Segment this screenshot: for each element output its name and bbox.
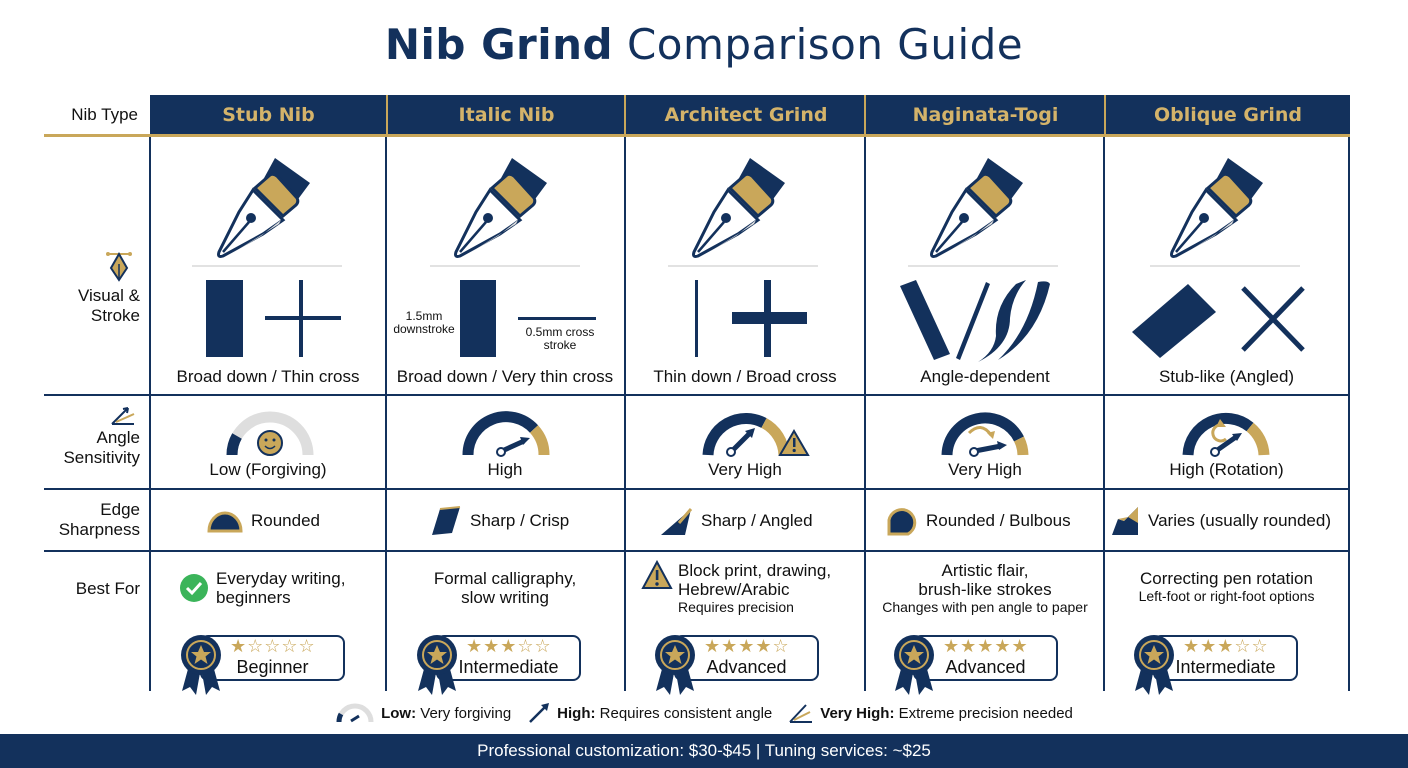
level-badge-naginata: ★★★★★ Advanced	[891, 633, 1061, 695]
level-label: Beginner	[236, 657, 309, 677]
level-badge-architect: ★★★★☆ Advanced	[652, 633, 822, 695]
italic-nib-pen-icon	[454, 156, 549, 258]
row-label-edge: Edge Sharpness	[58, 500, 140, 539]
level-badge-stub: ★☆☆☆☆ Beginner	[178, 633, 348, 695]
edge-oblique: Varies (usually rounded)	[1110, 505, 1331, 537]
title-bold: Nib Grind	[384, 20, 614, 69]
grid-line	[385, 137, 387, 691]
italic-stroke-caption: Broad down / Very thin cross	[396, 367, 614, 386]
gauge-high-icon	[462, 411, 550, 457]
title-rest: Comparison Guide	[613, 20, 1024, 69]
edge-stub: Rounded	[207, 509, 320, 533]
varies-edge-icon	[1112, 507, 1138, 535]
angle-italic-label: High	[487, 460, 523, 479]
col-header-naginata: Naginata-Togi	[912, 103, 1059, 126]
star-rating: ★★★☆☆	[1183, 636, 1269, 656]
gauge-very-high-curve-icon	[941, 412, 1029, 457]
grid-line	[864, 137, 866, 691]
italic-cross-note: 0.5mm cross stroke	[525, 325, 595, 352]
col-header-oblique: Oblique Grind	[1153, 103, 1302, 126]
architect-stroke-sample	[695, 280, 807, 357]
header-row: Stub Nib Italic Nib Architect Grind Nagi…	[150, 95, 1350, 137]
col-header-architect: Architect Grind	[664, 103, 828, 126]
italic-stroke-sample	[460, 280, 596, 357]
star-rating: ★☆☆☆☆	[230, 636, 316, 656]
level-label: Intermediate	[1175, 657, 1276, 677]
angle-icon	[111, 407, 135, 425]
legend-high: High: Requires consistent angle	[527, 702, 772, 724]
arrow-up-right-icon	[529, 703, 550, 723]
star-rating: ★★★★★	[943, 636, 1029, 656]
best-oblique: Correcting pen rotation Left-foot or righ…	[1138, 569, 1315, 604]
legend: Low: Very forgiving High: Requires consi…	[0, 702, 1408, 724]
oblique-stroke-caption: Stub-like (Angled)	[1158, 367, 1295, 386]
legend-very-high: Very High: Extreme precision needed	[788, 702, 1073, 724]
level-label: Advanced	[706, 657, 787, 677]
star-rating: ★★★☆☆	[466, 636, 552, 656]
row-label-angle: Angle Sensitivity	[44, 404, 140, 468]
oblique-pen-icon	[1170, 156, 1265, 258]
edge-naginata: Rounded / Bulbous	[886, 506, 1071, 536]
col-header-stub: Stub Nib	[222, 103, 315, 126]
pen-nib-icon	[106, 251, 132, 282]
best-italic: Formal calligraphy, slow writing	[433, 569, 577, 607]
grid-line	[1348, 137, 1350, 691]
low-gauge-icon	[336, 703, 374, 723]
gauge-very-high-warning-icon	[702, 412, 810, 457]
bulbous-edge-icon	[887, 508, 917, 536]
edge-architect: Sharp / Angled	[659, 505, 813, 537]
angle-architect-label: Very High	[708, 460, 782, 479]
best-architect: Block print, drawing, Hebrew/Arabic Requir…	[678, 561, 832, 615]
oblique-stroke-sample	[1132, 284, 1305, 358]
angle-naginata-label: Very High	[948, 460, 1022, 479]
italic-down-note: 1.5mm downstroke	[393, 309, 455, 336]
row-label-best: Best For	[75, 579, 140, 598]
page-title: Nib Grind Comparison Guide	[0, 20, 1408, 69]
star-rating: ★★★★☆	[704, 636, 790, 656]
stub-stroke-sample	[206, 280, 341, 357]
level-label: Intermediate	[458, 657, 559, 677]
naginata-stroke-caption: Angle-dependent	[920, 367, 1050, 386]
angle-stub-label: Low (Forgiving)	[209, 460, 327, 479]
grid-line	[44, 394, 1350, 396]
sharp-edge-icon	[432, 506, 461, 535]
grid-line	[44, 488, 1350, 490]
best-stub: Everyday writing, beginners	[216, 569, 346, 607]
angle-oblique-label: High (Rotation)	[1169, 460, 1284, 479]
stub-nib-pen-icon	[217, 156, 312, 258]
level-label: Advanced	[945, 657, 1026, 677]
best-naginata: Artistic flair, brush-like strokes Changes…	[882, 561, 1088, 615]
naginata-pen-icon	[930, 156, 1025, 258]
grid-line	[1103, 137, 1105, 691]
check-circle-icon	[180, 574, 208, 602]
grid-line	[44, 550, 1350, 552]
architect-stroke-caption: Thin down / Broad cross	[653, 367, 837, 386]
angle-icon	[789, 704, 813, 723]
gauge-low-icon	[226, 411, 314, 456]
legend-low: Low: Very forgiving	[335, 703, 511, 723]
footer-pricing: Professional customization: $30-$45 | Tu…	[0, 734, 1408, 768]
stub-stroke-caption: Broad down / Thin cross	[176, 367, 360, 386]
grid-line	[149, 137, 151, 691]
level-badge-italic: ★★★☆☆ Intermediate	[414, 633, 584, 695]
edge-italic: Sharp / Crisp	[430, 505, 569, 537]
rounded-edge-icon	[207, 511, 243, 533]
naginata-stroke-sample	[900, 280, 1050, 362]
warning-triangle-icon	[641, 560, 673, 589]
angled-edge-icon	[661, 508, 693, 535]
row-label-nib-type: Nib Type	[44, 95, 150, 137]
gauge-rotation-icon	[1182, 412, 1270, 457]
architect-pen-icon	[692, 156, 787, 258]
row-label-visual: Visual & Stroke	[44, 250, 140, 326]
col-header-italic: Italic Nib	[458, 103, 555, 126]
grid-line	[624, 137, 626, 691]
level-badge-oblique: ★★★☆☆ Intermediate	[1131, 633, 1301, 695]
